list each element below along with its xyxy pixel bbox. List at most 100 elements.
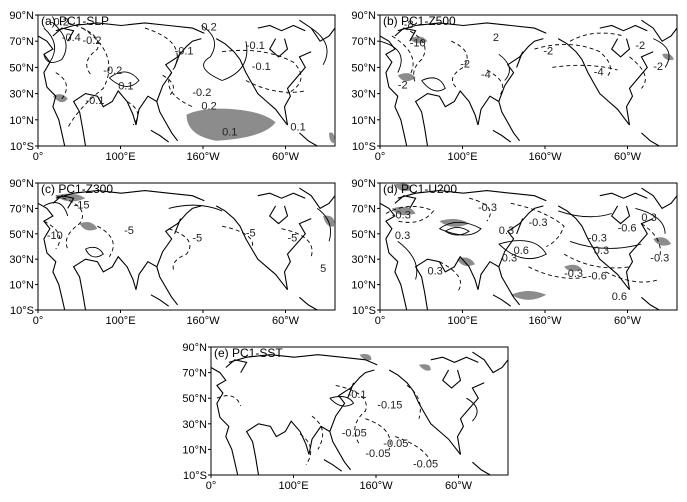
contour-label: -0.05	[365, 448, 390, 460]
lat-tick-label: 50°N	[351, 229, 376, 241]
contour-label: -0.1	[246, 40, 265, 52]
coastline	[472, 351, 508, 374]
contour-label: -2	[460, 58, 470, 70]
negative-contour	[406, 385, 421, 419]
lon-tick-label: 60°W	[614, 315, 642, 327]
positive-contour	[445, 227, 470, 236]
lon-tick-label: 160°W	[528, 151, 562, 163]
coastline	[611, 38, 631, 58]
lon-tick-label: 0°	[33, 151, 44, 163]
lon-tick-label: 60°W	[445, 480, 473, 492]
lat-tick-label: 30°N	[9, 89, 34, 101]
positive-contour	[439, 221, 482, 236]
negative-contour	[55, 195, 84, 250]
lat-tick-label: 50°N	[9, 229, 34, 241]
map-frame	[37, 14, 336, 147]
coastline	[283, 218, 312, 290]
coastline	[38, 35, 66, 146]
negative-contour	[486, 69, 504, 97]
significance-shading	[329, 132, 335, 144]
lat-tick-label: 30°N	[351, 89, 376, 101]
coastline	[641, 296, 660, 310]
coastline	[55, 190, 205, 202]
significance-shading	[359, 354, 372, 361]
contour-label: 0.2	[201, 100, 216, 112]
lat-tick-label: 10°N	[182, 444, 207, 456]
coastline	[156, 205, 202, 267]
map-content: -0.2-0.4 -0.20.2-0.1 -0.10.1-0.1-0.20.2-0.…	[38, 17, 335, 146]
contour-label: -2	[635, 40, 645, 52]
lat-tick-label: 10°S	[10, 305, 34, 317]
negative-contour	[641, 223, 661, 260]
lat-tick-label: 30°N	[9, 254, 34, 266]
contour-label: 0.3	[641, 212, 656, 224]
contour-label: 0.1	[118, 81, 133, 93]
map-frame	[210, 346, 509, 476]
contour-label: 0.3	[499, 225, 514, 237]
coastline	[347, 382, 355, 399]
coastline	[557, 205, 630, 291]
negative-contour	[439, 261, 461, 293]
lon-tick-label: 100°E	[447, 151, 477, 163]
contour-label: -2	[398, 79, 408, 91]
contour-label: -0.3	[588, 232, 607, 244]
lat-tick-label: 90°N	[351, 10, 376, 22]
contour-label: -5	[192, 232, 202, 244]
lon-tick-label: 60°W	[272, 315, 300, 327]
lon-tick-label: 60°W	[272, 151, 300, 163]
contour-label: -0.6	[618, 222, 637, 234]
lat-tick-label: 70°N	[9, 36, 34, 48]
coastline	[492, 129, 512, 143]
contour-label: -0.05	[342, 428, 367, 440]
significance-shading	[510, 290, 547, 300]
lat-tick-label: 90°N	[9, 178, 34, 190]
significance-shading	[391, 206, 416, 216]
contour-label: 5	[320, 263, 326, 275]
contour-label: -0.3	[564, 268, 583, 280]
lat-tick-label: 90°N	[182, 342, 207, 354]
negative-contour	[569, 32, 624, 42]
lon-tick-label: 0°	[375, 151, 386, 163]
positive-contour	[498, 53, 510, 81]
map-frame	[379, 182, 678, 311]
coastline	[477, 95, 521, 142]
coastline	[394, 195, 417, 209]
positive-contour	[43, 202, 69, 217]
coastline	[257, 24, 306, 32]
lat-tick-label: 50°N	[351, 62, 376, 74]
negative-contour	[605, 271, 660, 283]
significance-shading	[323, 215, 335, 227]
coastline	[641, 132, 660, 146]
negative-contour	[55, 72, 67, 100]
lon-tick-label: 0°	[206, 480, 217, 492]
contour-label: -0.4	[62, 32, 81, 44]
contour-label: 0.3	[428, 265, 443, 277]
coastline	[52, 195, 75, 209]
negative-contour	[281, 228, 313, 257]
lon-tick-label: 100°E	[447, 315, 477, 327]
coastline	[625, 51, 654, 126]
contour-label: -8	[404, 19, 414, 31]
coastline	[641, 19, 677, 42]
lat-tick-label: 90°N	[9, 10, 34, 22]
negative-contour	[216, 395, 242, 407]
positive-contour	[558, 210, 612, 218]
coastline	[225, 359, 248, 373]
contour-label: -0.2	[103, 65, 122, 77]
panel-title: (d) PC1-U200	[383, 182, 457, 196]
negative-contour	[162, 74, 174, 97]
map-content: -15 -10 -5 -5 -5 -5 5	[38, 187, 335, 310]
map-content: -0.1-0.15-0.05-0.05-0.05-0.05	[211, 351, 508, 475]
lon-tick-label: 100°E	[105, 151, 135, 163]
positive-contour	[85, 246, 104, 258]
contour-label: -5	[288, 232, 298, 244]
positive-contour	[466, 397, 478, 422]
contour-label: -5	[124, 225, 134, 237]
lat-tick-label: 10°N	[351, 280, 376, 292]
contour-label: 0.3	[594, 245, 609, 257]
coastline	[625, 218, 654, 290]
coastline	[135, 95, 179, 142]
significance-shading	[564, 264, 582, 272]
positive-contour	[329, 396, 355, 407]
